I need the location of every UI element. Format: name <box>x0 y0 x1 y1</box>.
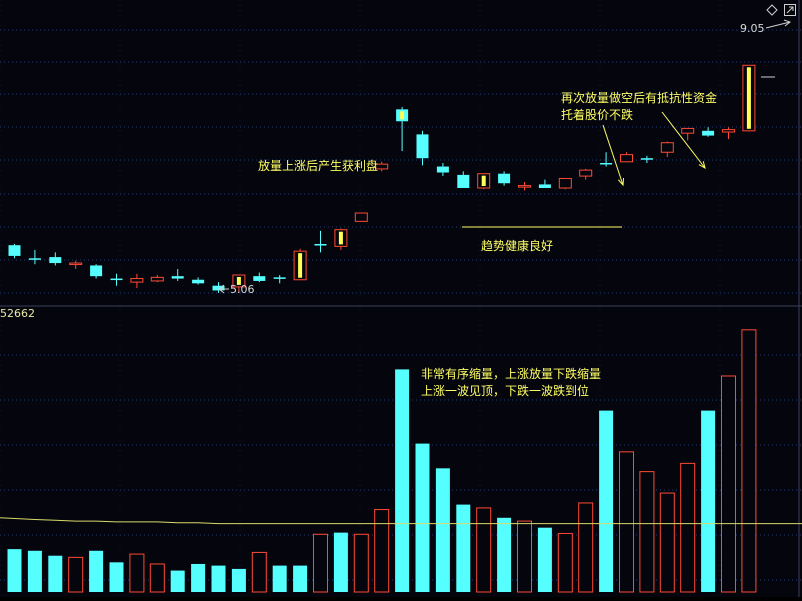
high-marker-line <box>765 21 791 29</box>
volume-bar-up <box>517 520 532 593</box>
volume-bar-down <box>537 527 552 592</box>
candle-body-down <box>49 257 62 264</box>
annotation-profit-taking: 放量上涨后产生获利盘 <box>258 159 379 173</box>
volume-bar-down <box>27 550 42 592</box>
candle-body-down <box>538 184 551 188</box>
volume-bar-up <box>149 563 165 593</box>
candle-body-down <box>192 279 205 284</box>
candle-body-down <box>498 173 511 184</box>
annotation-volume-line2: 上涨一波见顶，下跌一波跌到位 <box>421 384 590 398</box>
candle-body-down <box>640 158 653 160</box>
candle-body-highlight <box>338 231 343 245</box>
volume-bar-up <box>680 462 696 593</box>
volume-bar-down <box>109 562 124 592</box>
arrow-to-candle-b-head <box>698 161 706 170</box>
high-price-label: 9.05 <box>740 22 765 35</box>
volume-bar-down <box>272 565 287 592</box>
candle-body-up <box>375 163 389 170</box>
candle-body-up <box>681 127 695 134</box>
candle-body-down <box>457 174 470 188</box>
volume-bar-up <box>578 502 594 593</box>
candle-body-up <box>579 169 593 177</box>
candle-body-up <box>722 129 735 133</box>
window-button-icon[interactable] <box>783 3 797 17</box>
low-price-label: 5.06 <box>230 283 255 296</box>
volume-bar-up <box>659 492 675 593</box>
volume-bar-up <box>741 329 757 593</box>
diamond-icon[interactable] <box>766 4 778 16</box>
volume-bar-down <box>333 532 348 592</box>
volume-bar-down <box>435 468 450 592</box>
annotation-volume-line1: 非常有序缩量，上涨放量下跌缩量 <box>421 367 602 381</box>
candle-body-highlight <box>298 253 303 278</box>
price-candles <box>8 64 756 293</box>
volume-bars <box>0 329 802 593</box>
volume-bar-down <box>170 570 185 592</box>
volume-bar-up <box>251 551 267 593</box>
volume-bar-down <box>497 517 512 592</box>
high-marker-head <box>783 19 792 27</box>
volume-bar-up <box>476 507 492 593</box>
candle-body-down <box>110 278 123 281</box>
volume-ma-line <box>0 517 802 525</box>
arrow-to-candle-a <box>602 124 624 186</box>
candle-body-up <box>558 177 572 189</box>
volume-bar-up <box>129 553 145 593</box>
volume-bar-down <box>89 550 104 592</box>
candle-body-highlight <box>400 111 405 120</box>
volume-bar-up <box>68 556 84 593</box>
candle-body-down <box>212 285 225 291</box>
volume-bar-down <box>211 565 226 592</box>
candle-body-up <box>660 142 674 153</box>
candle-body-down <box>436 166 449 173</box>
candle-body-highlight <box>481 175 486 186</box>
volume-bar-down <box>231 568 246 592</box>
annotation-lines <box>218 19 792 294</box>
candle-body-up <box>130 278 144 283</box>
candle-body-up <box>150 276 164 282</box>
volume-bar-down <box>395 369 410 592</box>
volume-bar-down <box>48 555 63 592</box>
candle-body-down <box>8 245 21 256</box>
candle-body-down <box>171 276 184 279</box>
candle-body-highlight <box>746 67 751 129</box>
volume-bar-up <box>619 451 634 593</box>
volume-bar-up <box>353 533 369 593</box>
volume-bar-down <box>7 549 22 592</box>
volume-bar-down <box>293 565 308 592</box>
candle-body-down <box>702 130 715 136</box>
candle-body-up <box>620 154 633 163</box>
candle-body-up <box>69 262 83 266</box>
candle-body-up <box>354 212 368 222</box>
candle-body-down <box>253 276 266 281</box>
volume-bar-down <box>701 410 716 592</box>
candle-body-highlight <box>236 276 241 285</box>
annotation-trend-healthy: 趋势健康良好 <box>481 239 554 253</box>
candle-body-down <box>600 162 613 165</box>
candle-body-down <box>90 265 103 277</box>
candle-body-down <box>314 244 327 246</box>
volume-bar-down <box>456 504 471 592</box>
volume-indicator-value: 52662 <box>0 307 35 320</box>
candle-body-down <box>28 258 41 260</box>
volume-bar-down <box>599 410 614 592</box>
volume-bar-up <box>721 375 736 593</box>
arrow-to-candle-a-head <box>617 177 625 187</box>
low-marker-head <box>218 284 225 294</box>
volume-bar-up <box>374 509 390 593</box>
volume-bar-down <box>415 443 430 592</box>
volume-bar-down <box>191 563 206 592</box>
volume-bar-up <box>639 471 655 593</box>
volume-bar-up <box>313 533 328 593</box>
volume-bar-up <box>557 532 573 593</box>
candle-body-up <box>518 185 531 188</box>
candle-body-down <box>416 134 429 159</box>
candle-body-down <box>273 277 286 279</box>
annotation-support-line2: 托着股价不跌 <box>561 108 634 122</box>
annotation-support-line1: 再次放量做空后有抵抗性资金 <box>561 91 718 105</box>
arrow-to-candle-b <box>661 111 706 169</box>
